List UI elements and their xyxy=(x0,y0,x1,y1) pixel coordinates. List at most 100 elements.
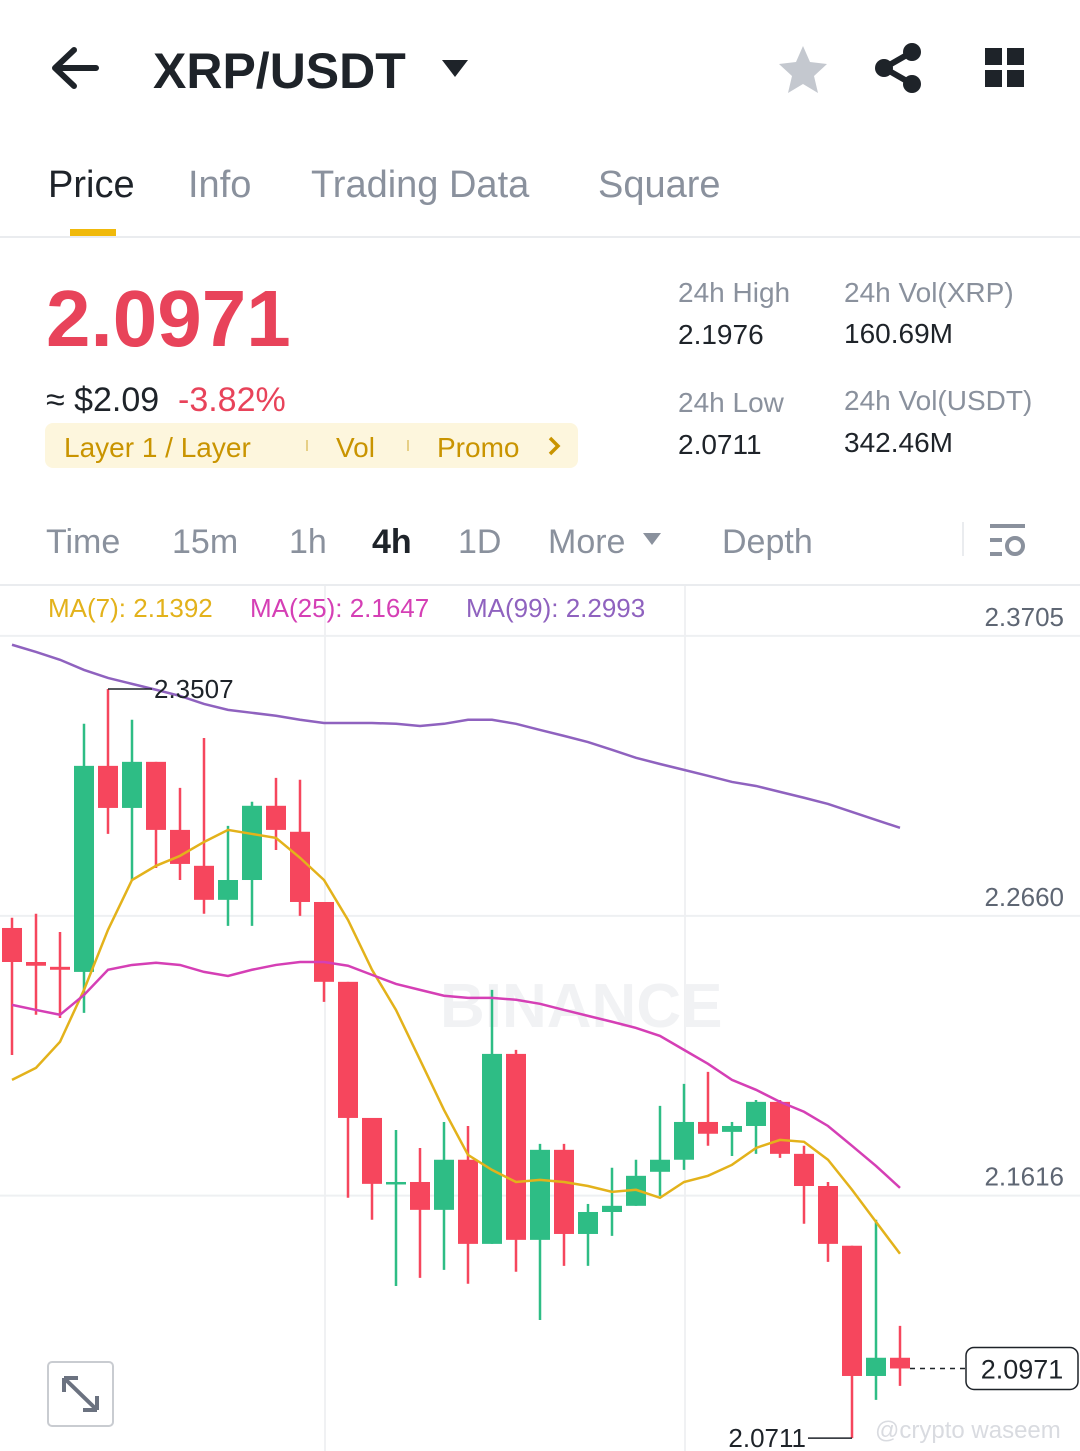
divider xyxy=(0,584,1080,586)
interval[interactable]: 4h xyxy=(372,523,412,561)
candle-body xyxy=(290,831,310,902)
candle-body xyxy=(122,761,142,808)
candle-body xyxy=(746,1101,766,1126)
interval[interactable]: Time xyxy=(46,523,120,561)
candle-body xyxy=(434,1159,454,1210)
legend-name: MA(7): xyxy=(48,593,126,623)
candle-body xyxy=(818,1186,838,1244)
divider xyxy=(0,236,1080,238)
back-arrow xyxy=(52,47,99,89)
expand-icon xyxy=(62,1376,99,1412)
y-tick-label: 2.3705 xyxy=(984,602,1064,632)
share-dot xyxy=(903,43,921,61)
stat-label: 24h Low xyxy=(678,387,785,418)
legend-value: 2.2993 xyxy=(566,593,646,623)
candle-body xyxy=(842,1245,862,1376)
divider xyxy=(962,522,964,556)
candle-body xyxy=(650,1159,670,1172)
stat-value: 2.1976 xyxy=(678,319,764,350)
candle-body xyxy=(194,865,214,900)
chart-settings[interactable] xyxy=(990,524,1025,556)
interval[interactable]: 15m xyxy=(172,523,238,561)
candle-body xyxy=(74,765,94,972)
legend-entry: MA(99): 2.2993 xyxy=(466,593,645,623)
more-dropdown[interactable] xyxy=(643,533,661,545)
candle-body xyxy=(218,880,238,900)
stat-value: 342.46M xyxy=(844,427,953,458)
stat-label: 24h Vol(XRP) xyxy=(844,277,1014,308)
legend-name: MA(99): xyxy=(466,593,558,623)
last-price: 2.0971 xyxy=(46,274,291,363)
tag-separator xyxy=(306,440,308,451)
candle-body xyxy=(506,1053,526,1240)
low-label: 2.0711 xyxy=(728,1423,806,1451)
stat-value: 2.0711 xyxy=(678,429,762,460)
tab[interactable]: Price xyxy=(48,164,135,206)
tab-indicator xyxy=(70,229,116,236)
interval[interactable]: 1D xyxy=(458,523,501,561)
last-price-label: 2.0971 xyxy=(981,1354,1064,1384)
tag[interactable]: Vol xyxy=(336,432,375,463)
candle-body xyxy=(362,1117,382,1184)
stat-value: 160.69M xyxy=(844,318,953,349)
candle-body xyxy=(26,961,46,966)
tag-bar[interactable] xyxy=(45,423,578,468)
approx-price: ≈ $2.09 xyxy=(46,381,159,419)
last-price-box xyxy=(965,1346,1079,1391)
legend-name: MA(25): xyxy=(250,593,342,623)
candle-body xyxy=(2,927,22,962)
pair-dropdown[interactable] xyxy=(442,60,468,77)
interval[interactable]: More xyxy=(548,523,625,561)
ma-line xyxy=(11,643,901,829)
watermark: @crypto waseem xyxy=(875,1417,1061,1444)
tag[interactable]: Layer 1 / Layer xyxy=(64,432,251,463)
candle-body xyxy=(770,1101,790,1154)
back-button[interactable] xyxy=(52,47,99,89)
tag[interactable]: Promo xyxy=(437,432,519,463)
share-dot xyxy=(875,59,893,77)
tab[interactable]: Info xyxy=(188,164,251,206)
stat-label: 24h Vol(USDT) xyxy=(844,385,1032,416)
candle-body xyxy=(578,1211,598,1234)
layout-square xyxy=(1007,48,1024,65)
candle-body xyxy=(170,829,190,864)
candle-body xyxy=(314,901,334,982)
pair-title[interactable]: XRP/USDT xyxy=(153,43,406,99)
ma-line xyxy=(11,960,901,1189)
legend-value: 2.1392 xyxy=(133,593,213,623)
candle-body xyxy=(794,1153,814,1187)
candle-body xyxy=(242,805,262,881)
candle-body xyxy=(866,1357,886,1376)
interval[interactable]: 1h xyxy=(289,523,327,561)
favorite-star[interactable] xyxy=(779,46,827,93)
candle-body xyxy=(410,1181,430,1210)
candle-body xyxy=(266,805,286,830)
candle-body xyxy=(530,1149,550,1240)
legend-value: 2.1647 xyxy=(350,593,430,623)
layout-square xyxy=(985,48,1002,65)
candle-body xyxy=(602,1205,622,1212)
share-dot xyxy=(903,75,921,93)
candle-body xyxy=(722,1125,742,1132)
candle-body xyxy=(386,1181,406,1185)
share-icon[interactable] xyxy=(875,43,921,93)
candle-body xyxy=(890,1357,910,1369)
tag-separator xyxy=(407,440,409,451)
tag-chevron xyxy=(548,436,561,456)
layout-icon[interactable] xyxy=(985,48,1024,87)
watermark: BINANCE xyxy=(440,972,722,1041)
legend-entry: MA(7): 2.1392 xyxy=(48,593,213,623)
tab[interactable]: Trading Data xyxy=(311,164,530,206)
price-change: -3.82% xyxy=(178,381,286,419)
legend-entry: MA(25): 2.1647 xyxy=(250,593,429,623)
tab[interactable]: Square xyxy=(598,164,721,206)
layout-square xyxy=(1007,70,1024,87)
candle-body xyxy=(554,1149,574,1234)
interval[interactable]: Depth xyxy=(722,523,813,561)
stat-label: 24h High xyxy=(678,277,790,308)
candle-body xyxy=(98,765,118,808)
layout-square xyxy=(985,70,1002,87)
candle-body xyxy=(482,1053,502,1244)
